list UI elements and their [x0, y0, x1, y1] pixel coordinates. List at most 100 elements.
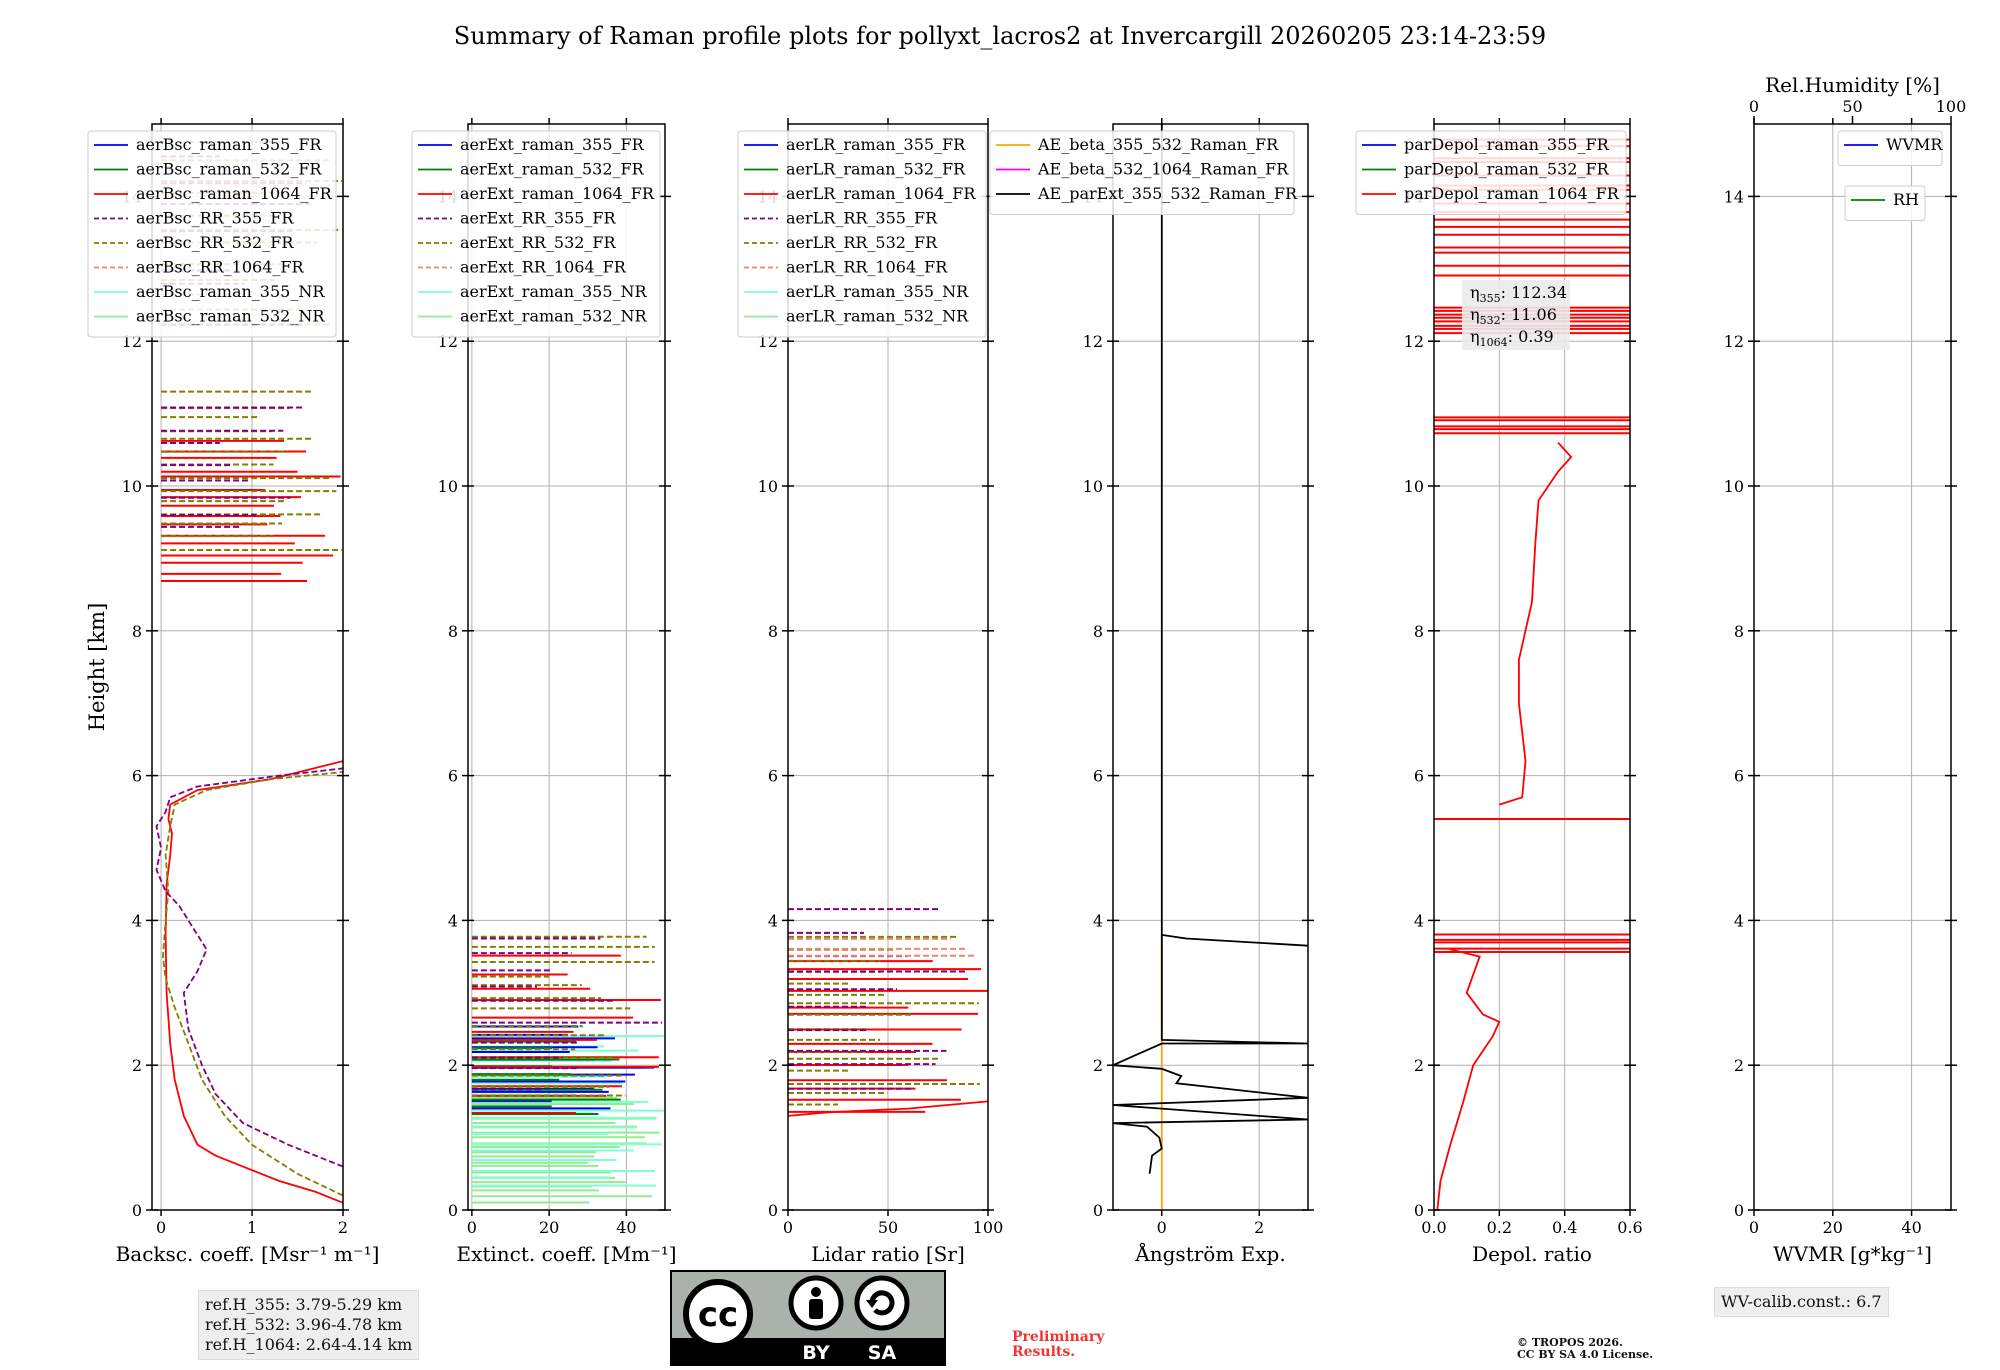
legend-lr: aerLR_raman_355_FR aerLR_raman_532_FR aerL… — [737, 130, 987, 338]
series-parDepol_raman_1064_FR_upper — [1499, 441, 1573, 806]
y-tick-label: 4 — [1414, 911, 1424, 930]
legend-label: AE_parExt_355_532_Raman_FR — [1037, 184, 1298, 203]
preliminary-line-2: Results. — [1012, 1344, 1076, 1360]
y-tick-label: 6 — [1414, 767, 1424, 786]
axes-frame — [151, 123, 344, 1211]
legend-label: aerExt_raman_1064_FR — [460, 184, 655, 203]
legend-label: aerBsc_RR_355_FR — [136, 209, 294, 228]
cc-mark-text: cc — [698, 1295, 738, 1335]
top-tick-label: 0 — [1749, 97, 1759, 116]
legend-label: aerBsc_raman_355_FR — [136, 135, 322, 154]
x-tick-label: 0.0 — [1421, 1218, 1446, 1237]
x-tick-label: 20 — [1823, 1218, 1843, 1237]
y-tick-label: 10 — [1724, 477, 1744, 496]
y-tick-label: 10 — [1083, 477, 1103, 496]
top-axis-label: Rel.Humidity [%] — [1765, 73, 1940, 97]
y-tick-label: 14 — [1724, 187, 1744, 206]
y-tick-label: 2 — [448, 1056, 458, 1075]
y-tick-label: 4 — [1093, 911, 1103, 930]
panel-wv: 0 2 4 6 8 10 12 14 0 20 40 WVMR [g*kg⁻¹] 0 50 100Rel.H… — [1724, 73, 1967, 1266]
legend-label: aerExt_raman_532_FR — [460, 160, 645, 179]
plot-area-lr — [788, 908, 988, 1117]
x-tick-label: 2 — [338, 1218, 348, 1237]
ref-height-532: ref.H_532: 3.96-4.78 km — [205, 1315, 403, 1334]
legend-box — [989, 130, 1295, 215]
legend-box — [1837, 130, 1943, 166]
series-AE_parExt_355_532_Raman_FR — [1113, 933, 1308, 1174]
y-tick-label: 8 — [448, 622, 458, 641]
legend2-wv: RH — [1844, 185, 1926, 221]
x-axis-label: WVMR [g*kg⁻¹] — [1773, 1242, 1932, 1266]
top-tick-label: 50 — [1842, 97, 1862, 116]
figure-title: Summary of Raman profile plots for polly… — [453, 22, 1547, 50]
plot-area-ae — [1113, 124, 1308, 1210]
axes-frame — [1433, 123, 1631, 1211]
y-tick-label: 4 — [448, 911, 458, 930]
legend-label: aerBsc_raman_1064_FR — [136, 184, 333, 203]
plot-area-ext — [471, 935, 665, 1204]
x-tick-label: 40 — [616, 1218, 636, 1237]
legend-label: aerLR_RR_355_FR — [786, 209, 938, 228]
legend-label: aerBsc_raman_532_NR — [136, 307, 325, 326]
panel-ae: 0246810121402Ångström Exp.AE_beta_355_53… — [989, 118, 1314, 1266]
y-tick-label: 8 — [1414, 622, 1424, 641]
y-tick-label: 6 — [448, 767, 458, 786]
legend-ae: AE_beta_355_532_Raman_FR AE_beta_532_1064… — [989, 130, 1298, 215]
axes-frame — [1753, 123, 1952, 1211]
legend-ext: aerExt_raman_355_FR aerExt_raman_532_FRae… — [411, 130, 661, 338]
y-tick-label: 10 — [122, 477, 142, 496]
legend-label: aerExt_RR_1064_FR — [460, 258, 627, 277]
legend-label: aerLR_RR_532_FR — [786, 233, 938, 252]
legend-label: aerLR_RR_1064_FR — [786, 258, 948, 277]
legend-box — [737, 130, 987, 338]
series-aerBsc_RR_355_FR — [155, 767, 343, 1168]
y-tick-label: 2 — [1093, 1056, 1103, 1075]
y-tick-label: 6 — [768, 767, 778, 786]
legend-label: aerBsc_raman_532_FR — [136, 160, 322, 179]
x-axis-label: Extinct. coeff. [Mm⁻¹] — [456, 1242, 676, 1266]
legend-label: aerLR_raman_1064_FR — [786, 184, 976, 203]
eta-label: η355: 112.34 — [1470, 283, 1567, 305]
x-tick-label: 0 — [1749, 1218, 1759, 1237]
y-tick-label: 10 — [438, 477, 458, 496]
y-axis-label: Height [km] — [85, 603, 109, 732]
copyright-line-1: © TROPOS 2026. — [1517, 1336, 1623, 1349]
y-tick-label: 6 — [132, 767, 142, 786]
series-aerBsc_RR_532_FR — [161, 771, 343, 1197]
y-tick-label: 0 — [1414, 1201, 1424, 1220]
series-aerLR_raman_1064_FR — [788, 1100, 988, 1117]
y-tick-label: 0 — [1093, 1201, 1103, 1220]
legend-box — [411, 130, 661, 338]
y-tick-label: 2 — [1734, 1056, 1744, 1075]
ref-height-1064: ref.H_1064: 2.64-4.14 km — [205, 1335, 413, 1354]
x-tick-label: 100 — [973, 1218, 1004, 1237]
legend-dep: parDepol_raman_355_FR parDepol_raman_532_… — [1355, 130, 1627, 215]
ref-height-355: ref.H_355: 3.79-5.29 km — [205, 1295, 403, 1314]
ref-height-box: ref.H_355: 3.79-5.29 km ref.H_532: 3.96-… — [198, 1290, 420, 1360]
y-tick-label: 12 — [1724, 332, 1744, 351]
y-tick-label: 4 — [132, 911, 142, 930]
x-tick-label: 2 — [1254, 1218, 1264, 1237]
sa-icon — [854, 1275, 910, 1331]
x-tick-label: 0 — [467, 1218, 477, 1237]
x-tick-label: 0 — [156, 1218, 166, 1237]
y-tick-label: 0 — [448, 1201, 458, 1220]
preliminary-note: Preliminary Results. — [1012, 1330, 1104, 1360]
axes-frame — [1112, 123, 1309, 1211]
legend-label: aerExt_raman_355_FR — [460, 135, 645, 154]
cc-license-badge: cc BY SA — [670, 1270, 946, 1366]
legend-label: WVMR — [1886, 135, 1943, 154]
legend-label: aerBsc_RR_1064_FR — [136, 258, 305, 277]
y-tick-label: 2 — [1414, 1056, 1424, 1075]
legend-wv: WVMR — [1837, 130, 1943, 166]
license-by: BY — [802, 1342, 829, 1364]
x-axis-label: Ångström Exp. — [1134, 1241, 1285, 1266]
y-tick-label: 2 — [768, 1056, 778, 1075]
x-axis-label: Depol. ratio — [1472, 1242, 1592, 1266]
legend-label: parDepol_raman_532_FR — [1404, 160, 1610, 179]
panel-bsc: 02468101214012Backsc. coeff. [Msr⁻¹ m⁻¹]… — [87, 118, 379, 1266]
copyright-note: © TROPOS 2026. CC BY SA 4.0 License. — [1517, 1337, 1653, 1361]
